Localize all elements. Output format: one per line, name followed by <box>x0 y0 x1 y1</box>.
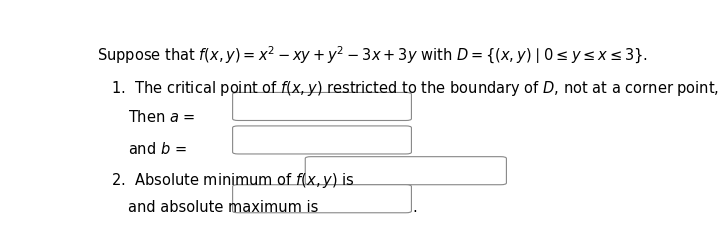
Text: and absolute maximum is: and absolute maximum is <box>128 200 319 215</box>
FancyBboxPatch shape <box>305 157 506 185</box>
Text: 1.  The critical point of $f(x, y)$ restricted to the boundary of $D$, not at a : 1. The critical point of $f(x, y)$ restr… <box>111 79 721 98</box>
Text: Then $a$ =: Then $a$ = <box>128 109 195 125</box>
FancyBboxPatch shape <box>233 126 412 154</box>
FancyBboxPatch shape <box>233 92 412 121</box>
Text: .: . <box>412 200 417 215</box>
Text: Suppose that $f(x, y) = x^2 - xy + y^2 - 3x + 3y$ with $D = \{(x, y) \mid 0 \leq: Suppose that $f(x, y) = x^2 - xy + y^2 -… <box>97 44 648 66</box>
Text: 2.  Absolute minimum of $f(x, y)$ is: 2. Absolute minimum of $f(x, y)$ is <box>111 171 355 190</box>
Text: and $b$ =: and $b$ = <box>128 141 187 157</box>
FancyBboxPatch shape <box>233 185 412 213</box>
